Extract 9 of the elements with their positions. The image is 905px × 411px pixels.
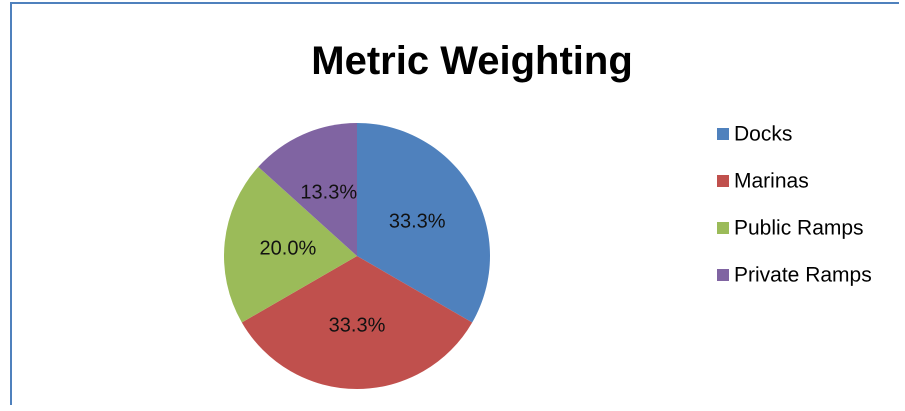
legend-label: Public Ramps: [734, 216, 864, 240]
chart-title: Metric Weighting: [311, 39, 633, 83]
data-label: 20.0%: [260, 238, 316, 260]
legend-label: Docks: [734, 122, 792, 146]
data-label: 33.3%: [328, 314, 386, 336]
data-label: 33.3%: [388, 210, 446, 232]
legend-label: Marinas: [734, 170, 809, 192]
data-label: 13.3%: [300, 181, 358, 204]
legend-label: Private Ramps: [734, 264, 872, 286]
